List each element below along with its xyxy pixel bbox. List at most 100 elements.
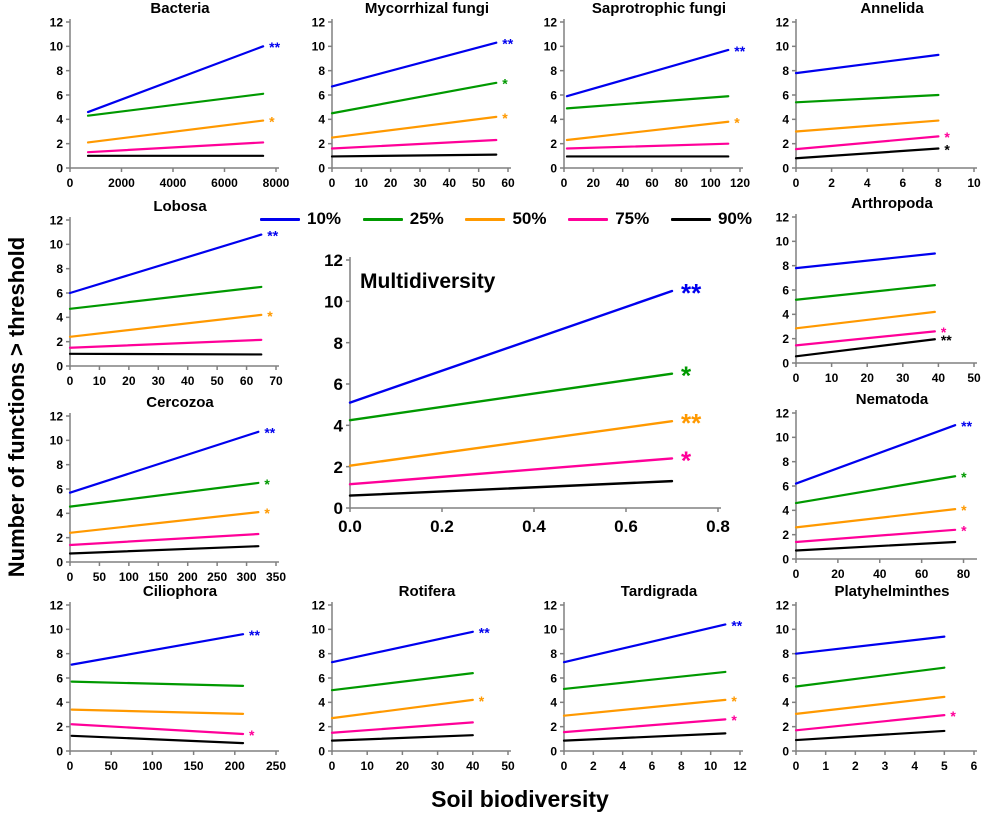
svg-text:8: 8 <box>550 647 557 661</box>
svg-text:4: 4 <box>550 696 557 710</box>
svg-text:8: 8 <box>782 64 789 78</box>
svg-text:60: 60 <box>645 176 659 190</box>
svg-text:8: 8 <box>56 262 63 276</box>
svg-text:50: 50 <box>501 759 515 773</box>
svg-text:0: 0 <box>782 744 789 758</box>
svg-text:0: 0 <box>67 374 74 388</box>
svg-text:12: 12 <box>776 210 790 224</box>
svg-text:80: 80 <box>957 567 971 581</box>
panel-lobosa: Lobosa 0 2 4 6 8 10 12 0 10 20 30 40 50 60 70 ** * <box>36 198 298 396</box>
svg-text:10: 10 <box>776 431 790 445</box>
svg-text:**: ** <box>249 627 260 643</box>
svg-text:*: * <box>961 502 967 518</box>
svg-text:6: 6 <box>782 671 789 685</box>
svg-text:4: 4 <box>782 113 789 127</box>
svg-text:*: * <box>502 76 508 92</box>
svg-text:0: 0 <box>782 552 789 566</box>
svg-text:8: 8 <box>56 458 63 472</box>
svg-text:10: 10 <box>324 292 343 311</box>
svg-text:0: 0 <box>782 161 789 175</box>
legend-line-swatch <box>260 217 300 221</box>
svg-text:12: 12 <box>50 409 64 423</box>
legend-item-label: 75% <box>615 209 650 228</box>
svg-text:10: 10 <box>312 623 326 637</box>
panel-mycorrhizal-fungi: Mycorrhizal fungi 0 2 4 6 8 10 12 0 10 20 30 40 50 60… <box>298 0 530 198</box>
svg-text:20: 20 <box>122 374 136 388</box>
svg-text:2: 2 <box>318 137 325 151</box>
svg-text:2: 2 <box>782 720 789 734</box>
svg-text:0: 0 <box>56 744 63 758</box>
panel-rotifera: Rotifera 0 2 4 6 8 10 12 0 10 20 30 40 50 ** * <box>298 583 530 781</box>
svg-text:0: 0 <box>561 759 568 773</box>
svg-text:4: 4 <box>56 311 63 325</box>
svg-text:0.6: 0.6 <box>614 517 638 536</box>
panel-title: Tardigrada <box>620 583 698 600</box>
svg-text:0: 0 <box>550 161 557 175</box>
panel-title: Nematoda <box>855 391 929 408</box>
panel-cercozoa: Cercozoa 0 2 4 6 8 10 12 0 50 100 150 200 250 300 350 *… <box>36 394 298 592</box>
svg-text:10: 10 <box>50 40 64 54</box>
svg-text:3: 3 <box>882 759 889 773</box>
svg-text:10: 10 <box>312 40 326 54</box>
svg-text:1: 1 <box>822 759 829 773</box>
legend-item-label: 10% <box>307 209 342 228</box>
svg-text:4: 4 <box>56 507 63 521</box>
legend-item-75pct: 75% <box>568 209 649 229</box>
svg-text:10: 10 <box>544 40 558 54</box>
svg-text:*: * <box>731 712 737 728</box>
panel-tardigrada: Tardigrada 0 2 4 6 8 10 12 0 2 4 6 8 10 12 ** * * <box>530 583 762 781</box>
svg-text:150: 150 <box>184 759 204 773</box>
svg-text:10: 10 <box>825 371 839 385</box>
svg-text:8: 8 <box>782 647 789 661</box>
svg-text:6: 6 <box>56 671 63 685</box>
svg-text:0: 0 <box>318 161 325 175</box>
panel-annelida: Annelida 0 2 4 6 8 10 12 0 2 4 6 8 10 * * <box>762 0 996 198</box>
svg-text:0: 0 <box>67 176 74 190</box>
svg-text:0: 0 <box>334 499 343 518</box>
svg-text:50: 50 <box>210 374 224 388</box>
svg-text:10: 10 <box>776 623 790 637</box>
panel-nematoda: Nematoda 0 2 4 6 8 10 12 0 20 40 60 80 ** * * * <box>762 391 996 589</box>
svg-text:12: 12 <box>733 759 747 773</box>
svg-text:2000: 2000 <box>108 176 135 190</box>
svg-text:0: 0 <box>793 176 800 190</box>
legend-item-label: 50% <box>512 209 547 228</box>
svg-text:10: 10 <box>361 759 375 773</box>
svg-text:10: 10 <box>50 434 64 448</box>
svg-text:**: ** <box>479 625 490 641</box>
svg-text:20: 20 <box>861 371 875 385</box>
svg-text:0.8: 0.8 <box>706 517 730 536</box>
svg-text:6: 6 <box>56 286 63 300</box>
svg-text:150: 150 <box>148 570 168 584</box>
svg-text:6: 6 <box>782 283 789 297</box>
legend-item-90pct: 90% <box>670 209 752 229</box>
svg-text:8: 8 <box>782 455 789 469</box>
svg-text:300: 300 <box>237 570 257 584</box>
svg-text:2: 2 <box>56 531 63 545</box>
svg-text:2: 2 <box>56 720 63 734</box>
panel-title: Annelida <box>860 0 924 17</box>
panel-ciliophora: Ciliophora 0 2 4 6 8 10 12 0 50 100 150 200 250 ** * <box>36 583 298 781</box>
svg-text:30: 30 <box>413 176 427 190</box>
y-axis-label: Number of functions > threshold <box>4 236 29 578</box>
svg-text:10: 10 <box>776 40 790 54</box>
svg-text:60: 60 <box>915 567 929 581</box>
panel-title: Ciliophora <box>142 583 218 600</box>
legend-item-50pct: 50% <box>465 209 547 229</box>
svg-text:12: 12 <box>776 15 790 29</box>
svg-text:6: 6 <box>318 671 325 685</box>
svg-text:250: 250 <box>207 570 227 584</box>
svg-text:10: 10 <box>93 374 107 388</box>
svg-text:10: 10 <box>704 759 718 773</box>
svg-text:20: 20 <box>384 176 398 190</box>
svg-text:12: 12 <box>50 598 64 612</box>
svg-text:4: 4 <box>911 759 918 773</box>
svg-text:*: * <box>264 505 270 521</box>
legend-item-25pct: 25% <box>362 209 444 229</box>
svg-text:0: 0 <box>56 555 63 569</box>
svg-text:4: 4 <box>782 696 789 710</box>
svg-text:12: 12 <box>776 406 790 420</box>
